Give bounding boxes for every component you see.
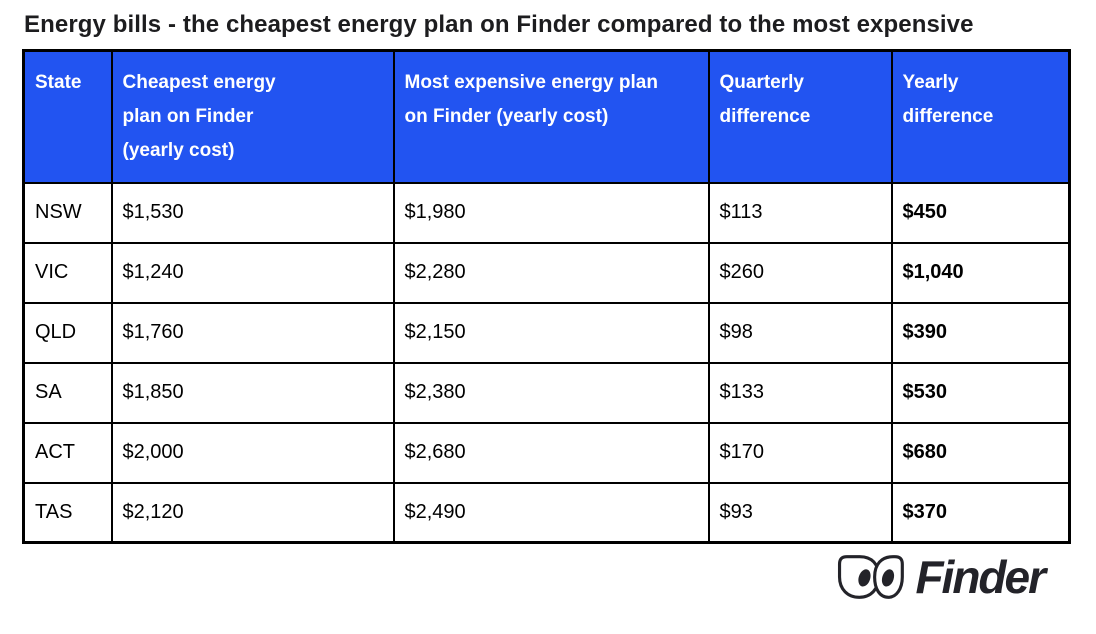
page: Energy bills - the cheapest energy plan …	[22, 11, 1071, 602]
cell-quarterly-difference: $170	[707, 421, 893, 484]
cell-state: SA	[22, 361, 113, 424]
table-row-nsw: NSW $1,530 $1,980 $113 $450	[22, 181, 1071, 244]
cell-yearly-difference: $390	[890, 301, 1071, 364]
cell-state: ACT	[22, 421, 113, 484]
table-row-tas: TAS $2,120 $2,490 $93 $370	[22, 481, 1071, 544]
cell-state: VIC	[22, 241, 113, 304]
cell-cheapest: $2,120	[110, 481, 395, 544]
finder-logo-text: Finder	[915, 551, 1046, 603]
cell-quarterly-difference: $98	[707, 301, 893, 364]
energy-comparison-table: State Cheapest energy plan on Finder (ye…	[22, 49, 1071, 544]
cell-most-expensive: $2,490	[392, 481, 710, 544]
cell-most-expensive: $1,980	[392, 181, 710, 244]
column-header-cheapest-plan: Cheapest energy plan on Finder (yearly c…	[110, 49, 395, 184]
cell-cheapest: $1,530	[110, 181, 395, 244]
cell-quarterly-difference: $260	[707, 241, 893, 304]
column-header-quarterly-difference: Quarterly difference	[707, 49, 893, 184]
cell-cheapest: $2,000	[110, 421, 395, 484]
cell-quarterly-difference: $93	[707, 481, 893, 544]
cell-yearly-difference: $450	[890, 181, 1071, 244]
table-row-qld: QLD $1,760 $2,150 $98 $390	[22, 301, 1071, 364]
cell-state: QLD	[22, 301, 113, 364]
cell-cheapest: $1,760	[110, 301, 395, 364]
cell-state: NSW	[22, 181, 113, 244]
column-header-yearly-difference: Yearly difference	[890, 49, 1071, 184]
column-header-state: State	[22, 49, 113, 184]
page-title: Energy bills - the cheapest energy plan …	[24, 11, 974, 38]
cell-quarterly-difference: $133	[707, 361, 893, 424]
table-row-vic: VIC $1,240 $2,280 $260 $1,040	[22, 241, 1071, 304]
cell-yearly-difference: $530	[890, 361, 1071, 424]
cell-most-expensive: $2,150	[392, 301, 710, 364]
cell-most-expensive: $2,280	[392, 241, 710, 304]
table-body: NSW $1,530 $1,980 $113 $450 VIC $1,240 $…	[22, 181, 1071, 544]
cell-yearly-difference: $1,040	[890, 241, 1071, 304]
cell-yearly-difference: $680	[890, 421, 1071, 484]
column-header-most-expensive-plan: Most expensive energy plan on Finder (ye…	[392, 49, 710, 184]
table-row-act: ACT $2,000 $2,680 $170 $680	[22, 421, 1071, 484]
cell-state: TAS	[22, 481, 113, 544]
header-row: State Cheapest energy plan on Finder (ye…	[22, 49, 1071, 184]
cell-cheapest: $1,240	[110, 241, 395, 304]
footer: Finder	[22, 552, 1070, 602]
cell-yearly-difference: $370	[890, 481, 1071, 544]
cell-quarterly-difference: $113	[707, 181, 893, 244]
finder-eyes-icon	[838, 555, 905, 599]
cell-cheapest: $1,850	[110, 361, 395, 424]
table-row-sa: SA $1,850 $2,380 $133 $530	[22, 361, 1071, 424]
cell-most-expensive: $2,380	[392, 361, 710, 424]
table-header: State Cheapest energy plan on Finder (ye…	[22, 49, 1071, 184]
cell-most-expensive: $2,680	[392, 421, 710, 484]
